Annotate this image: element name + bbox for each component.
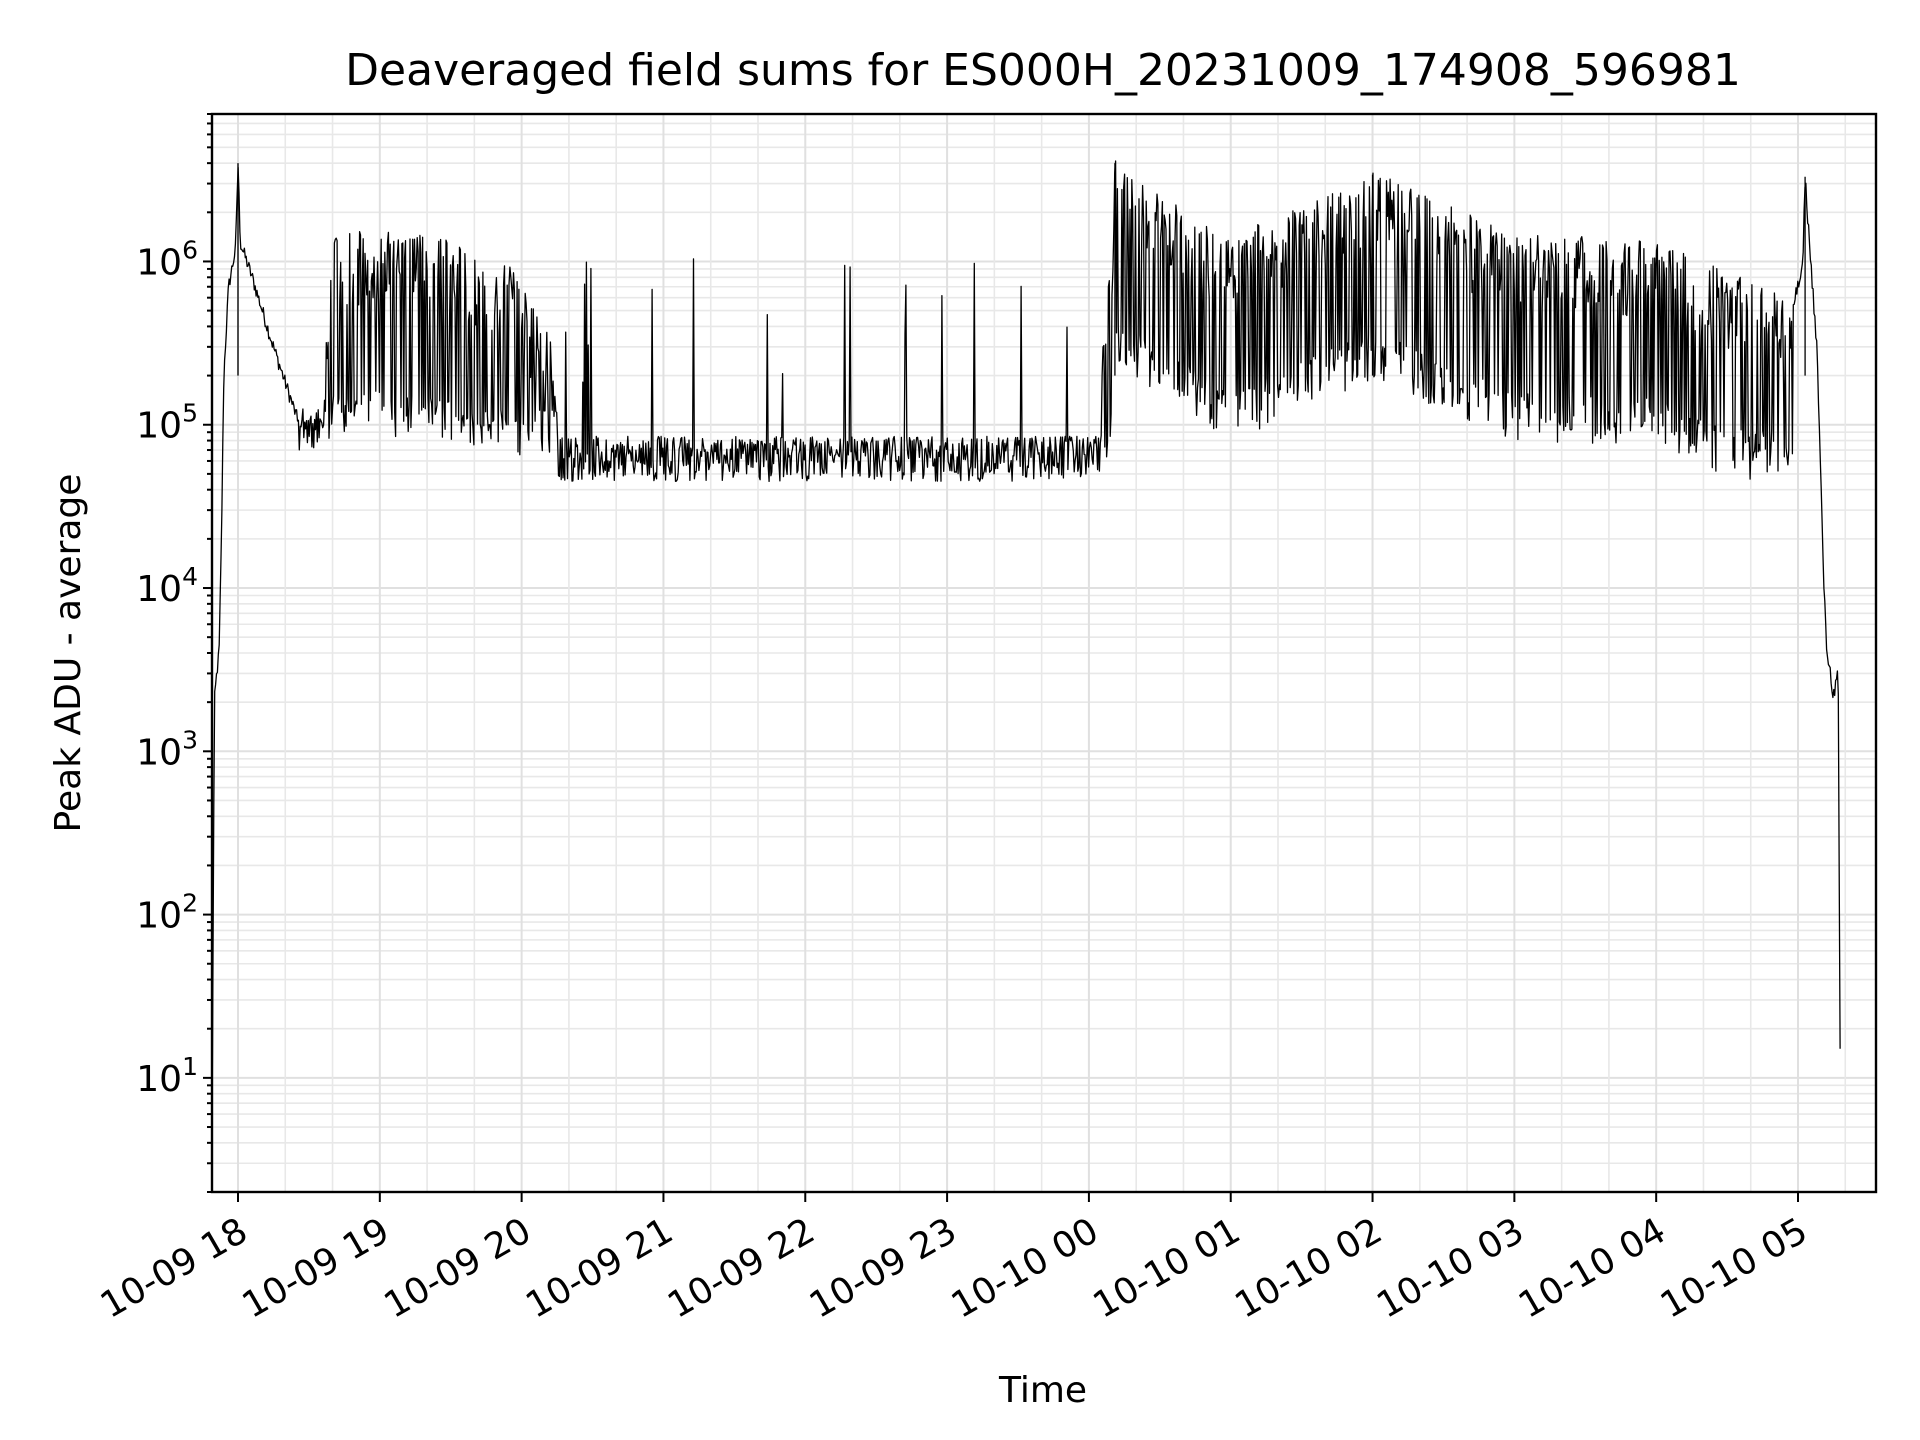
y-tick-label: 101 (136, 1052, 198, 1100)
y-tick-base: 10 (136, 406, 182, 447)
chart-title: Deaveraged field sums for ES000H_2023100… (345, 45, 1741, 96)
y-tick-label: 104 (136, 562, 198, 610)
series-spikes (237, 163, 1806, 376)
y-tick-exponent: 3 (182, 725, 198, 754)
plot-area (212, 160, 1841, 1141)
y-axis-label: Peak ADU - average (48, 474, 89, 833)
y-tick-label: 103 (136, 725, 198, 773)
y-tick-exponent: 4 (182, 562, 198, 591)
y-tick-base: 10 (136, 1059, 182, 1100)
y-tick-exponent: 5 (182, 399, 198, 428)
y-tick-label: 105 (136, 399, 198, 447)
y-tick-label: 106 (136, 235, 198, 283)
y-tick-base: 10 (136, 896, 182, 937)
y-tick-base: 10 (136, 242, 182, 283)
y-tick-base: 10 (136, 569, 182, 610)
y-tick-exponent: 2 (182, 889, 198, 918)
y-tick-base: 10 (136, 732, 182, 773)
y-tick-exponent: 1 (182, 1052, 198, 1081)
series-line (212, 160, 1841, 1141)
y-tick-exponent: 6 (182, 235, 198, 264)
grid (212, 113, 1876, 1193)
y-tick-label: 102 (136, 889, 198, 937)
x-axis-label: Time (998, 1370, 1087, 1411)
